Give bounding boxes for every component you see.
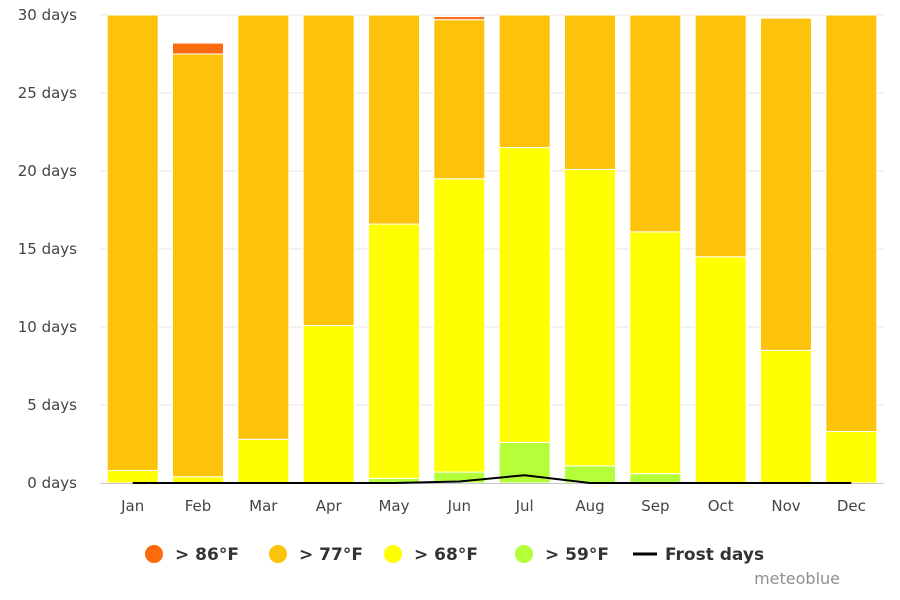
legend-label: Frost days bbox=[665, 545, 764, 565]
bar-segment-jun-series-2 bbox=[433, 19, 486, 180]
x-tick-label: Feb bbox=[185, 497, 212, 515]
bar-segment-apr-series-1 bbox=[302, 324, 355, 484]
x-tick-label: Apr bbox=[316, 497, 343, 515]
frost-days-polyline bbox=[132, 474, 852, 484]
bars bbox=[106, 14, 878, 484]
bar-segment-oct-series-2 bbox=[694, 14, 747, 258]
legend-marker-icon bbox=[269, 545, 287, 563]
x-tick-label: Mar bbox=[249, 497, 278, 515]
bar-segment-jun-series-3 bbox=[433, 16, 486, 21]
x-tick-label: Sep bbox=[641, 497, 669, 515]
x-tick-label: Aug bbox=[575, 497, 604, 515]
y-axis: 0 days 5 days 10 days 15 days 20 days 25 days… bbox=[18, 6, 77, 492]
x-tick-label: Dec bbox=[837, 497, 866, 515]
legend-marker-icon bbox=[384, 545, 402, 563]
bar-segment-may-series-1 bbox=[368, 223, 420, 479]
legend-marker-icon bbox=[145, 545, 163, 563]
y-tick-label: 30 days bbox=[18, 6, 77, 24]
y-tick-label: 25 days bbox=[18, 84, 77, 102]
y-tick-label: 5 days bbox=[27, 396, 77, 414]
legend: > 86°F > 77°F > 68°F > 59°F Frost days bbox=[145, 545, 764, 565]
legend-item[interactable]: > 77°F bbox=[269, 545, 363, 565]
bar-segment-jul-series-1 bbox=[498, 147, 551, 443]
bar-segment-jan-series-1 bbox=[106, 470, 159, 484]
bar-segment-sep-series-2 bbox=[629, 14, 682, 233]
bar-segment-nov-series-1 bbox=[760, 349, 812, 484]
bar-segment-mar-series-1 bbox=[237, 438, 290, 484]
x-tick-label: Jan bbox=[120, 497, 144, 515]
bar-segment-jan-series-2 bbox=[106, 14, 159, 472]
bar-segment-aug-series-1 bbox=[564, 168, 616, 467]
x-tick-label: Jul bbox=[515, 497, 534, 515]
legend-item[interactable]: > 86°F bbox=[145, 545, 239, 565]
x-tick-label: Nov bbox=[771, 497, 800, 515]
bar-segment-apr-series-2 bbox=[302, 14, 355, 326]
y-tick-label: 10 days bbox=[18, 318, 77, 336]
legend-marker-icon bbox=[515, 545, 533, 563]
bar-segment-dec-series-2 bbox=[825, 14, 878, 433]
bar-segment-jun-series-1 bbox=[433, 178, 486, 473]
legend-item[interactable]: Frost days bbox=[633, 545, 764, 565]
frost-days-line bbox=[132, 474, 852, 484]
legend-label: > 77°F bbox=[299, 545, 363, 565]
legend-item[interactable]: > 59°F bbox=[515, 545, 609, 565]
bar-segment-oct-series-1 bbox=[694, 256, 747, 484]
x-tick-label: May bbox=[378, 497, 409, 515]
bar-segment-jul-series-2 bbox=[498, 14, 551, 149]
x-tick-label: Jun bbox=[447, 497, 471, 515]
bar-segment-dec-series-1 bbox=[825, 431, 878, 484]
y-tick-label: 0 days bbox=[27, 474, 77, 492]
legend-label: > 86°F bbox=[175, 545, 239, 565]
bar-segment-aug-series-2 bbox=[564, 14, 616, 170]
bar-segment-mar-series-2 bbox=[237, 14, 290, 440]
credit-text: meteoblue bbox=[754, 569, 840, 588]
y-tick-label: 20 days bbox=[18, 162, 77, 180]
bar-segment-feb-series-2 bbox=[172, 53, 224, 478]
bar-segment-sep-series-0 bbox=[629, 473, 682, 484]
bar-segment-nov-series-2 bbox=[760, 17, 812, 351]
bar-segment-sep-series-1 bbox=[629, 231, 682, 475]
y-tick-label: 15 days bbox=[18, 240, 77, 258]
legend-item[interactable]: > 68°F bbox=[384, 545, 478, 565]
x-tick-label: Oct bbox=[708, 497, 734, 515]
legend-label: > 59°F bbox=[545, 545, 609, 565]
bar-segment-feb-series-3 bbox=[172, 42, 224, 55]
x-axis: Jan Feb Mar Apr May Jun Jul Aug Sep Oct Nov Dec bbox=[120, 497, 866, 515]
legend-label: > 68°F bbox=[414, 545, 478, 565]
grid-lines bbox=[100, 14, 884, 406]
bar-segment-may-series-2 bbox=[368, 14, 420, 225]
